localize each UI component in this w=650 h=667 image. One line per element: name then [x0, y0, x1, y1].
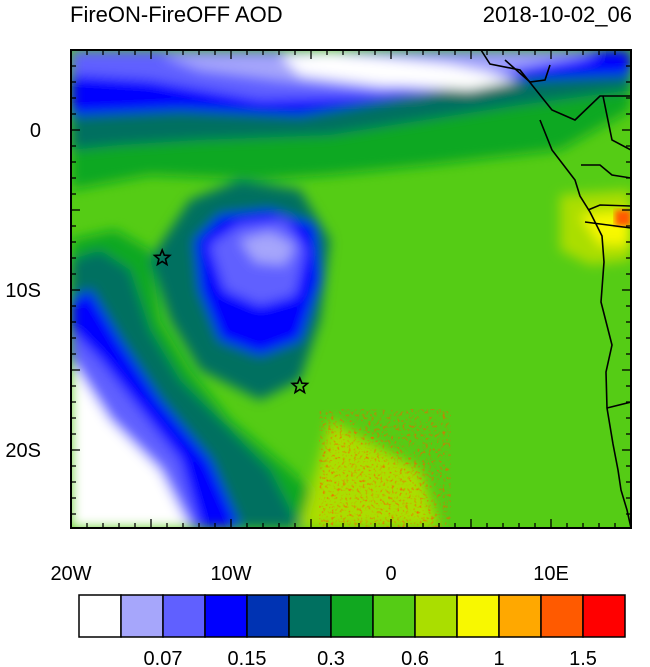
colorbar-label: 0.07 — [144, 648, 183, 667]
colorbar-box — [120, 594, 164, 638]
map-title: FireON-FireOFF AOD — [70, 2, 283, 27]
map-frame — [70, 49, 632, 529]
border-line-3 — [584, 221, 631, 229]
colorbar-box — [414, 594, 458, 638]
colorbar-box — [204, 594, 248, 638]
x-tick-label: 10W — [210, 563, 251, 585]
y-tick-label: 10S — [5, 280, 41, 302]
colorbar-box — [372, 594, 416, 638]
colorbar-box — [162, 594, 206, 638]
y-tick-label: 20S — [5, 440, 41, 462]
coastline-north — [480, 50, 631, 121]
colorbar-label: 0.6 — [401, 648, 429, 667]
colorbar-box — [78, 594, 122, 638]
colorbar-box — [582, 594, 626, 638]
coastline-africa-west — [539, 119, 631, 528]
colorbar: 0.07 0.15 0.3 0.6 1 1.5 — [78, 594, 626, 667]
colorbar-label: 1.5 — [569, 648, 597, 667]
aod-field — [71, 50, 631, 528]
colorbar-box — [540, 594, 584, 638]
site-markers — [152, 247, 310, 395]
colorbar-label: 1 — [493, 648, 504, 667]
border-line-5 — [602, 95, 631, 151]
axis-ticks: 20W 10W 0 10E 0 10S 20S — [5, 49, 632, 585]
map-timestamp: 2018-10-02_06 — [482, 2, 632, 27]
coastline-gulf — [504, 59, 551, 83]
border-line-2 — [587, 204, 631, 211]
colorbar-box — [288, 594, 332, 638]
colorbar-box — [246, 594, 290, 638]
colorbar-box — [456, 594, 500, 638]
star-marker — [290, 375, 310, 395]
colorbar-box — [330, 594, 374, 638]
x-tick-label: 10E — [533, 563, 569, 585]
x-tick-label: 0 — [385, 563, 396, 585]
border-line-4 — [606, 401, 631, 409]
y-tick-label: 0 — [30, 120, 41, 142]
colorbar-box — [498, 594, 542, 638]
colorbar-label: 0.15 — [228, 648, 267, 667]
x-tick-label: 20W — [50, 563, 91, 585]
star-marker — [152, 247, 172, 267]
coastline — [480, 50, 631, 528]
border-line-1 — [581, 164, 631, 179]
colorbar-label: 0.3 — [317, 648, 345, 667]
